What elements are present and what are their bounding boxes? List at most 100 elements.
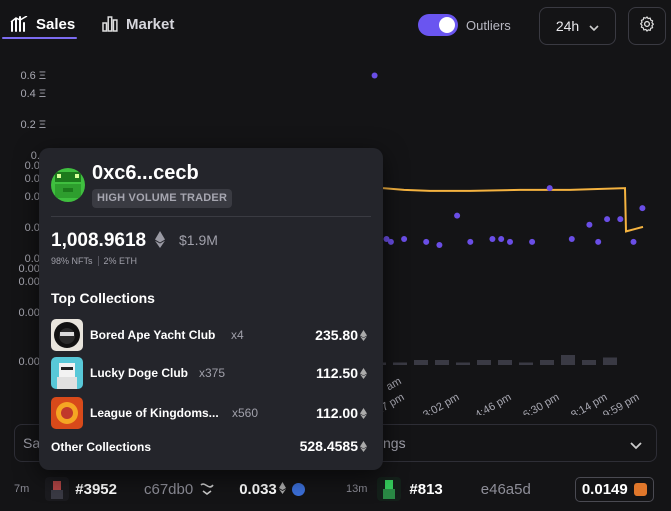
sale-price: 0.0149 [581, 480, 628, 498]
marketplace-icon [199, 481, 215, 498]
sale-point [639, 205, 646, 212]
sale-point [546, 185, 553, 192]
sale-price: 0.033 [239, 480, 277, 498]
total-volume: 1,008.9618 [51, 230, 147, 251]
outliers-toggle[interactable] [418, 14, 458, 36]
collection-row[interactable]: Lucky Doge Club x375 112.50 [51, 357, 371, 389]
divider [51, 216, 371, 217]
trader-badge: HIGH VOLUME TRADER [92, 189, 233, 208]
tab-market-label: Market [126, 15, 175, 33]
sale-row[interactable]: 13m #813 e46a5d 0.0149 [346, 474, 654, 504]
sale-point [401, 236, 408, 242]
sale-point [436, 242, 443, 248]
sale-point [604, 216, 611, 223]
x-tick-label: 4:46 pm [473, 391, 513, 415]
volume-bar [414, 360, 428, 365]
other-collections-value: 528.4585 [299, 438, 358, 454]
x-tick-label: am [384, 375, 403, 393]
y-tick-label: 0.6 Ξ [20, 70, 47, 82]
collection-count: x4 [231, 328, 244, 342]
eth-icon [360, 329, 367, 341]
collection-volume-value: 112.00 [315, 405, 358, 421]
collection-avatar [51, 397, 83, 429]
sale-point [586, 221, 593, 228]
collection-avatar [51, 357, 83, 389]
nft-share: 98% NFTs [51, 256, 93, 266]
eth-share: 2% ETH [103, 256, 138, 266]
sale-point [489, 236, 496, 242]
outliers-label: Outliers [466, 18, 511, 33]
chevron-down-icon [589, 18, 599, 34]
collection-row[interactable]: Bored Ape Yacht Club x4 235.80 [51, 319, 371, 351]
collection-volume: 112.50 [316, 365, 367, 381]
sale-point [529, 238, 536, 245]
x-tick-label: 3:02 pm [421, 391, 461, 415]
filter-right-text: ngs [383, 435, 406, 451]
top-collections-title: Top Collections [51, 290, 155, 306]
time-range-value: 24h [555, 18, 580, 34]
sale-point [595, 238, 602, 245]
time-range-select[interactable]: 24h [539, 7, 616, 45]
other-collections-volume: 528.4585 [300, 438, 367, 454]
price-box[interactable]: 0.0149 [574, 476, 654, 502]
eth-icon [360, 407, 367, 419]
sale-point [423, 238, 430, 245]
sale-point [454, 212, 461, 219]
gear-icon [638, 15, 656, 38]
sale-point [617, 216, 624, 223]
bar-chart-icon [102, 16, 118, 32]
y-tick-label: 0.2 Ξ [20, 119, 47, 132]
opensea-icon [633, 482, 647, 496]
volume-bar [477, 360, 491, 365]
collection-count: x375 [199, 366, 226, 380]
volume-bar [498, 360, 512, 365]
collection-volume-value: 235.80 [315, 327, 358, 343]
eth-icon [155, 231, 165, 253]
token-id[interactable]: #813 [409, 480, 443, 498]
collection-name: Lucky Doge Club [90, 366, 189, 380]
active-tab-indicator [2, 37, 77, 39]
x-tick-label: 9:59 pm [601, 391, 641, 415]
asset-split: 98% NFTs 2% ETH [51, 256, 137, 266]
collection-row[interactable]: League of Kingdoms... x560 112.00 [51, 397, 371, 429]
sale-time: 7m [14, 483, 30, 495]
sale-point [507, 238, 513, 245]
buyer-address[interactable]: c67db0 [144, 480, 194, 498]
average-price-line [382, 187, 644, 233]
token-id[interactable]: #3952 [75, 480, 117, 498]
volume-bar [561, 355, 575, 365]
sale-point [387, 238, 394, 245]
avatar [51, 168, 85, 202]
collection-volume-value: 112.50 [315, 365, 358, 381]
collection-name: League of Kingdoms... [90, 406, 219, 420]
other-collections-label: Other Collections [51, 440, 152, 454]
volume-bar [540, 360, 554, 365]
sale-point [630, 238, 637, 245]
chevron-down-icon [630, 437, 642, 455]
volume-bar [456, 362, 470, 365]
trader-profile-card: 0xc6...cecb HIGH VOLUME TRADER 1,008.961… [39, 148, 383, 470]
sale-point [383, 236, 390, 242]
volume-bar [603, 357, 617, 365]
x-tick-label: 6:30 pm [521, 391, 561, 415]
total-volume-usd: $1.9M [179, 232, 218, 248]
sale-row[interactable]: 7m #3952 c67db0 0.033 [14, 474, 305, 504]
buyer-address[interactable]: e46a5d [480, 480, 531, 498]
volume-bar [393, 362, 407, 365]
sales-chart-icon [10, 16, 28, 32]
filter-left-text: Sa [23, 435, 41, 451]
settings-button[interactable] [628, 7, 666, 45]
toggle-knob [439, 17, 455, 33]
volume-bar [582, 360, 596, 365]
volume-bar [435, 360, 449, 365]
wallet-address: 0xc6...cecb [92, 162, 199, 184]
top-tabs: Sales Market Outliers 24h [0, 0, 671, 50]
tab-sales-label: Sales [36, 15, 76, 33]
token-thumbnail [377, 477, 402, 501]
tab-market[interactable]: Market [102, 10, 174, 38]
tab-sales[interactable]: Sales [10, 10, 75, 38]
volume-bar [519, 362, 533, 365]
collection-avatar [51, 319, 83, 351]
sale-point [498, 236, 505, 242]
collection-volume: 235.80 [315, 327, 367, 343]
